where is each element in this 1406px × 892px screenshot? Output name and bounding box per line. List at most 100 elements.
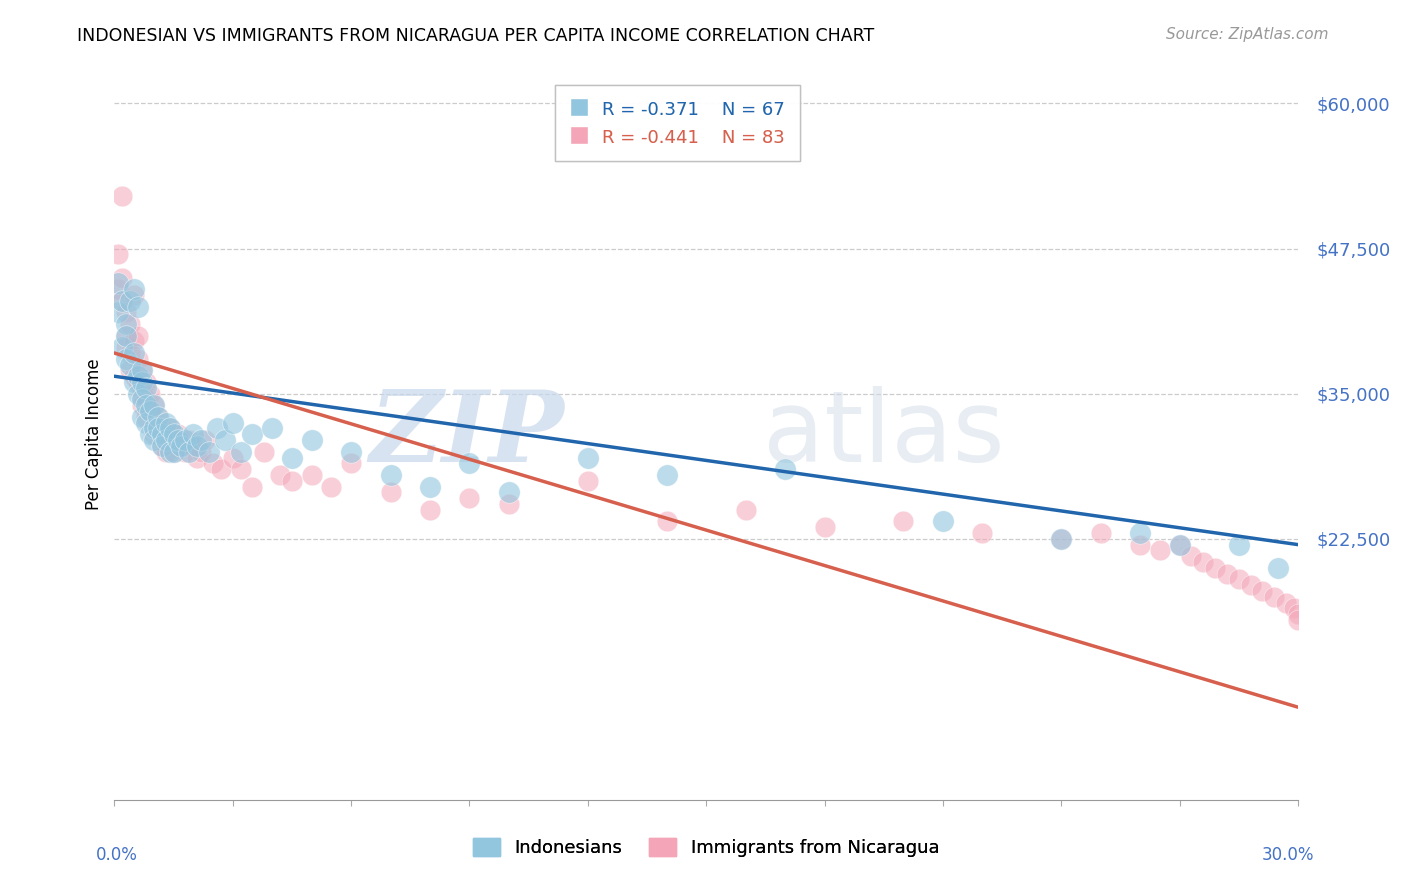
Point (734, 503, 756, 517)
Point (122, 288, 145, 302)
Point (127, 375, 149, 389)
Point (120, 346, 142, 360)
Point (127, 300, 149, 314)
Point (122, 369, 145, 384)
Point (1286, 613, 1309, 627)
Point (813, 520, 835, 534)
Point (174, 433, 197, 447)
Point (1282, 601, 1305, 615)
Point (131, 375, 153, 389)
Point (380, 485, 402, 500)
Point (301, 467, 323, 482)
Point (1204, 561, 1226, 575)
Point (115, 340, 138, 354)
Legend: R = -0.371    N = 67, R = -0.441    N = 83: R = -0.371 N = 67, R = -0.441 N = 83 (555, 85, 800, 161)
Point (150, 427, 173, 442)
Point (127, 351, 149, 366)
Point (135, 409, 157, 424)
Point (131, 409, 153, 424)
Point (162, 444, 184, 458)
Point (135, 416, 157, 430)
Point (1240, 578, 1263, 592)
Point (576, 450, 599, 465)
Point (159, 421, 181, 435)
Point (1168, 538, 1191, 552)
Point (186, 439, 208, 453)
Point (150, 439, 173, 453)
Point (229, 462, 252, 476)
Point (229, 444, 252, 458)
Point (142, 416, 165, 430)
Point (120, 358, 142, 372)
Point (209, 462, 232, 476)
Point (135, 375, 157, 389)
Point (146, 421, 169, 435)
Point (179, 444, 201, 458)
Point (1129, 538, 1152, 552)
Point (122, 334, 145, 349)
Point (932, 515, 955, 529)
Point (131, 392, 153, 407)
Point (146, 409, 169, 424)
Point (166, 433, 188, 447)
Point (107, 305, 129, 319)
Point (1129, 526, 1152, 541)
Point (281, 450, 304, 465)
Point (181, 439, 204, 453)
Point (142, 421, 165, 435)
Point (131, 363, 153, 377)
Point (222, 416, 245, 430)
Point (773, 462, 796, 476)
Point (135, 392, 157, 407)
Point (159, 421, 181, 435)
Point (135, 381, 157, 395)
Point (107, 277, 129, 291)
Point (150, 439, 173, 453)
Point (655, 467, 678, 482)
Point (498, 497, 520, 511)
Point (340, 444, 363, 458)
Text: 30.0%: 30.0% (1263, 846, 1315, 863)
Point (142, 398, 165, 412)
Point (142, 433, 165, 447)
Point (131, 398, 153, 412)
Point (1216, 566, 1239, 581)
Text: atlas: atlas (763, 386, 1004, 483)
Text: ZIP: ZIP (370, 386, 564, 483)
Y-axis label: Per Capita Income: Per Capita Income (86, 359, 103, 510)
Point (111, 189, 134, 203)
Point (139, 404, 162, 418)
Point (122, 375, 145, 389)
Point (1149, 543, 1171, 558)
Point (115, 351, 138, 366)
Point (281, 474, 304, 488)
Point (190, 433, 212, 447)
Point (1050, 532, 1073, 546)
Point (380, 467, 402, 482)
Point (142, 398, 165, 412)
Point (205, 421, 228, 435)
Point (1090, 526, 1112, 541)
Point (214, 433, 236, 447)
Point (111, 293, 134, 308)
Point (111, 340, 134, 354)
Point (893, 515, 915, 529)
Point (131, 386, 153, 401)
Point (1227, 573, 1250, 587)
Point (115, 328, 138, 343)
Point (419, 503, 441, 517)
Point (159, 444, 181, 458)
Point (458, 491, 481, 505)
Point (1275, 596, 1298, 610)
Point (262, 421, 284, 435)
Point (162, 433, 184, 447)
Point (1251, 584, 1274, 599)
Point (174, 444, 197, 458)
Point (111, 270, 134, 285)
Point (1180, 549, 1202, 564)
Point (190, 444, 212, 458)
Point (1050, 532, 1073, 546)
Point (111, 293, 134, 308)
Point (162, 444, 184, 458)
Point (269, 467, 291, 482)
